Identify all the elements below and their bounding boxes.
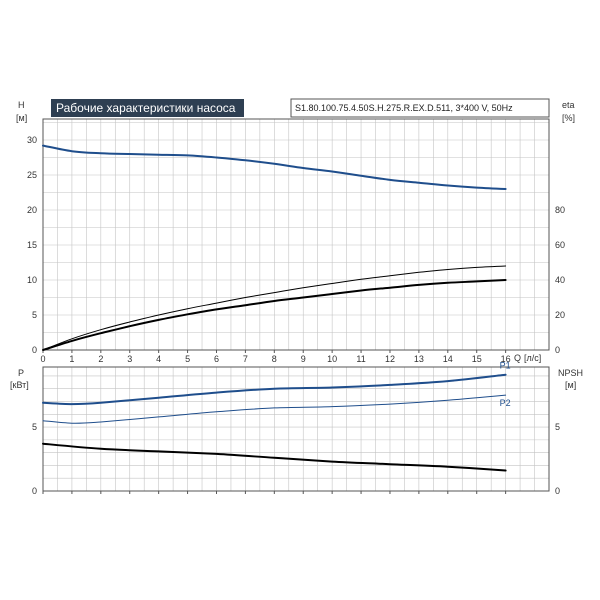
x-tick-label: 14 — [443, 354, 453, 364]
npsh-axis-unit: [м] — [565, 380, 576, 390]
y-left-tick-label: 15 — [27, 240, 37, 250]
y-left-tick-label: 0 — [32, 486, 37, 496]
upper-series — [42, 144, 507, 351]
y-right-axis-label: eta — [562, 100, 575, 110]
lower-plot-frame — [42, 366, 550, 492]
x-tick-label: 10 — [327, 354, 337, 364]
y-left-tick-label: 10 — [27, 275, 37, 285]
x-tick-label: 0 — [40, 354, 45, 364]
lower-grid — [43, 367, 549, 491]
x-tick-label: 2 — [98, 354, 103, 364]
y-right-tick-label: 0 — [555, 486, 560, 496]
upper-plot-frame — [42, 118, 550, 351]
x-tick-label: 12 — [385, 354, 395, 364]
y-right-axis-unit: [%] — [562, 113, 575, 123]
upper-ticks: 0 1 2 3 4 5 6 7 8 9 10 11 12 13 14 15 160510152025300204… — [27, 135, 565, 364]
lower-ticks: 0 5 0 5 — [32, 422, 560, 496]
y-left-tick-label: 30 — [27, 135, 37, 145]
x-tick-label: 4 — [156, 354, 161, 364]
series-label-p2: P2 — [500, 398, 511, 408]
npsh-axis-label: NPSH — [558, 368, 583, 378]
x-axis-label: Q — [514, 353, 521, 363]
y-right-tick-label: 80 — [555, 205, 565, 215]
x-tick-label: 3 — [127, 354, 132, 364]
y-right-tick-label: 20 — [555, 310, 565, 320]
pump-model-label: S1.80.100.75.4.50S.H.275.R.EX.D.511, 3*4… — [295, 103, 513, 113]
series-line-p2 — [42, 394, 507, 424]
x-axis-unit: [л/с] — [524, 353, 541, 363]
x-tick-label: 8 — [272, 354, 277, 364]
x-tick-label: 11 — [356, 354, 365, 364]
series-line-0-1 — [42, 265, 507, 351]
title-box — [51, 99, 244, 117]
x-tick-label: 15 — [472, 354, 482, 364]
y-left-tick-label: 5 — [32, 422, 37, 432]
y-right-tick-label: 5 — [555, 422, 560, 432]
lower-series: P1 P2 — [42, 361, 511, 472]
x-tick-label: 7 — [243, 354, 248, 364]
y-left-axis-label: H — [18, 100, 25, 110]
series-line-1-2 — [42, 442, 507, 472]
x-tick-label: 6 — [214, 354, 219, 364]
y-left-axis-unit: [м] — [16, 113, 27, 123]
y-left-tick-label: 0 — [32, 345, 37, 355]
power-axis-label: P — [18, 368, 24, 378]
model-box — [290, 98, 550, 118]
series-line-0-0 — [42, 144, 507, 190]
y-left-tick-label: 25 — [27, 170, 37, 180]
y-right-tick-label: 0 — [555, 345, 560, 355]
x-tick-label: 13 — [414, 354, 424, 364]
series-label-p1: P1 — [500, 361, 511, 371]
x-tick-label: 16 — [501, 354, 511, 364]
x-tick-label: 9 — [301, 354, 306, 364]
y-right-tick-label: 60 — [555, 240, 565, 250]
chart-title: Рабочие характеристики насоса — [56, 101, 236, 115]
y-right-tick-label: 40 — [555, 275, 565, 285]
y-left-tick-label: 20 — [27, 205, 37, 215]
upper-grid — [43, 119, 549, 350]
series-line-p1 — [42, 373, 507, 406]
y-left-tick-label: 5 — [32, 310, 37, 320]
series-line-0-2 — [42, 279, 507, 351]
power-axis-unit: [кВт] — [10, 380, 29, 390]
x-tick-label: 1 — [69, 354, 74, 364]
x-tick-label: 5 — [185, 354, 190, 364]
